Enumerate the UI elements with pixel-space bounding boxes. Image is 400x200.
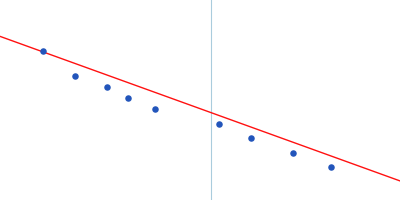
Point — [328, 166, 334, 169]
Point — [40, 49, 46, 53]
Point — [152, 107, 158, 111]
Point — [290, 151, 296, 154]
Point — [125, 97, 131, 100]
Point — [216, 122, 222, 125]
Point — [104, 86, 110, 89]
Point — [248, 137, 254, 140]
Point — [72, 75, 78, 78]
